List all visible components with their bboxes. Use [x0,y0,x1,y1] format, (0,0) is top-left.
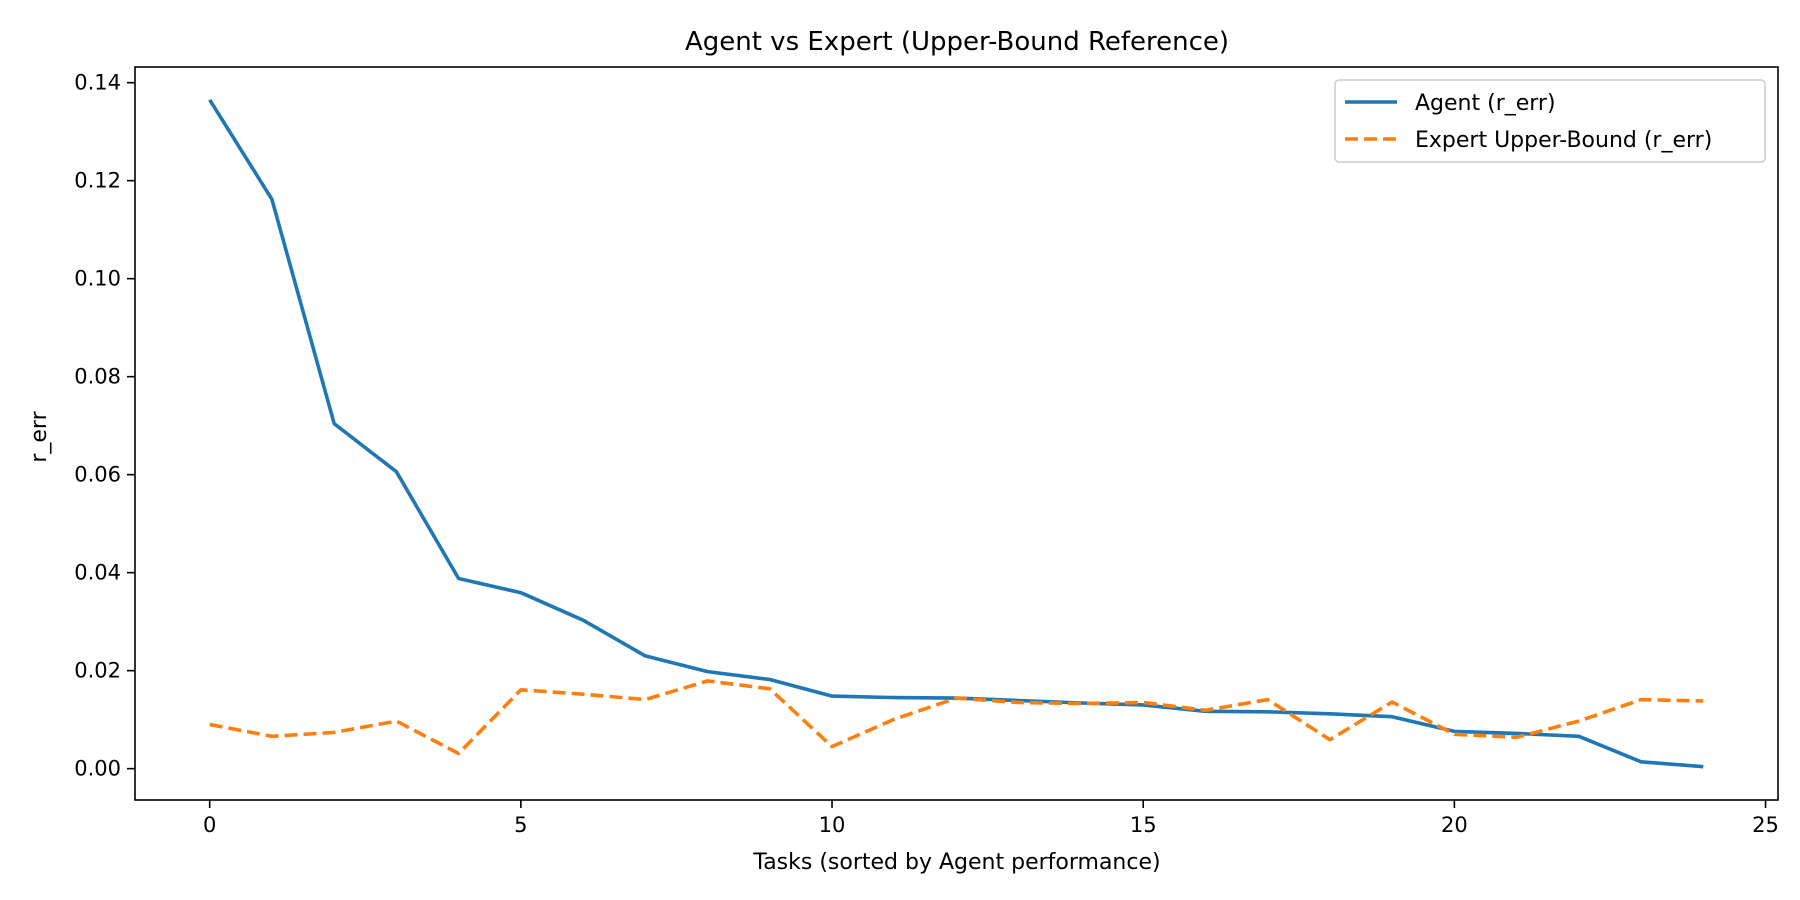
y-tick-label: 0.02 [74,659,121,683]
x-tick-label: 20 [1441,813,1468,837]
x-tick-label: 10 [819,813,846,837]
legend: Agent (r_err) Expert Upper-Bound (r_err) [1334,79,1766,163]
legend-label-expert: Expert Upper-Bound (r_err) [1415,128,1712,153]
axes-frame [134,66,1779,801]
legend-box [1334,79,1766,163]
chart-title: Agent vs Expert (Upper-Bound Reference) [685,27,1229,57]
y-tick-label: 0.00 [74,757,121,781]
y-tick-label: 0.06 [74,463,121,487]
x-tick-label: 25 [1752,813,1779,837]
x-tick-label: 0 [203,813,216,837]
x-tick-label: 5 [514,813,527,837]
y-tick-label: 0.12 [74,169,121,193]
y-tick-label: 0.10 [74,267,121,291]
y-tick-label: 0.04 [74,561,121,585]
y-axis-label: r_err [27,410,52,462]
plot-area: 0 5 10 15 20 25 0.00 0.02 0.04 0.06 0.08 0.10 0.12 0.… [74,66,1779,837]
series-line-expert [209,679,1704,756]
y-tick-label: 0.08 [74,365,121,389]
x-axis-label: Tasks (sorted by Agent performance) [752,850,1160,875]
x-tick-label: 15 [1130,813,1157,837]
legend-label-agent: Agent (r_err) [1415,91,1556,116]
y-tick-label: 0.14 [74,71,121,95]
